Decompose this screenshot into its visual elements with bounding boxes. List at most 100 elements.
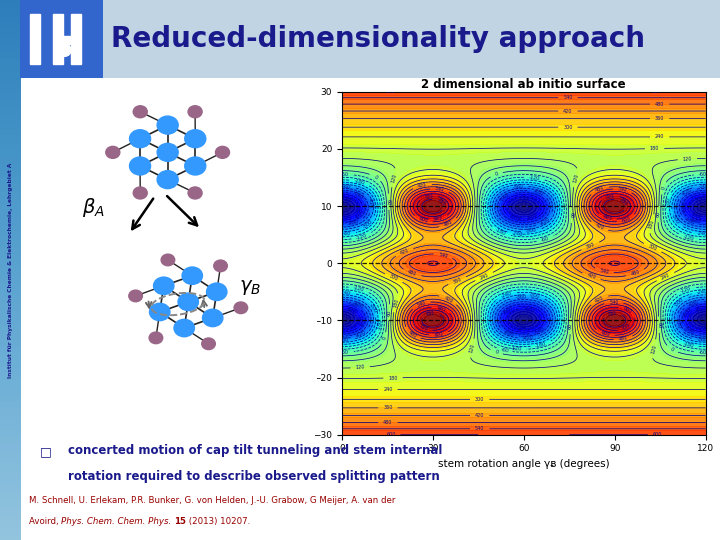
Text: -600: -600 [355,207,366,219]
Text: 540: 540 [438,252,449,259]
Text: 480: 480 [407,269,418,277]
Text: -120: -120 [683,234,695,241]
Text: -180: -180 [354,178,366,186]
Text: 420: 420 [594,295,605,303]
Text: -120: -120 [356,233,368,241]
Text: -360: -360 [338,338,349,343]
Text: 540: 540 [609,300,618,305]
Text: -660: -660 [524,306,536,313]
Text: 420: 420 [586,273,597,281]
Text: 780: 780 [608,310,617,316]
Circle shape [129,290,143,302]
Circle shape [214,260,228,272]
Circle shape [202,338,215,349]
Text: -420: -420 [681,187,693,197]
Text: -720: -720 [695,196,706,204]
Text: -660: -660 [341,214,352,221]
Text: 420: 420 [399,248,410,256]
Text: -600: -600 [503,305,515,315]
Circle shape [202,309,223,327]
Text: -240: -240 [696,289,708,295]
Text: -240: -240 [512,231,523,237]
Text: 300: 300 [388,274,399,282]
Text: 0: 0 [670,347,675,353]
Text: 540: 540 [475,426,485,431]
Text: 600: 600 [600,330,611,338]
Text: -720: -720 [341,322,353,330]
Text: 780: 780 [425,310,435,317]
Text: 240: 240 [479,272,490,281]
Text: -60: -60 [341,349,349,355]
Bar [71,14,81,64]
Text: 420: 420 [443,295,454,303]
Text: 600: 600 [621,215,631,224]
Text: -660: -660 [526,212,539,221]
Text: 720: 720 [605,193,615,200]
Bar [53,14,63,64]
Bar [30,14,40,64]
Circle shape [178,293,199,310]
Text: -660: -660 [696,306,707,313]
Circle shape [106,146,120,158]
Text: 360: 360 [585,242,595,250]
Text: -60: -60 [698,349,707,355]
Text: $\beta_A$: $\beta_A$ [81,196,104,219]
Text: 420: 420 [594,223,605,232]
Text: 240: 240 [655,134,665,139]
Text: 60: 60 [657,321,662,328]
Text: -120: -120 [680,286,692,294]
Text: 720: 720 [418,324,428,333]
Text: 600: 600 [653,432,662,437]
Circle shape [182,267,202,285]
Text: 120: 120 [390,173,397,183]
Text: -540: -540 [534,326,546,336]
Text: 240: 240 [383,387,392,392]
Text: -720: -720 [339,196,351,204]
Text: 60: 60 [386,199,391,205]
Text: -360: -360 [516,294,526,300]
Text: -600: -600 [508,215,521,223]
Text: -120: -120 [353,285,365,293]
Text: 60: 60 [656,211,661,218]
Text: -660: -660 [346,306,358,315]
Text: 600: 600 [652,89,662,94]
Text: -480: -480 [352,300,364,310]
Text: 660: 660 [622,306,633,315]
Text: concerted motion of cap tilt tunneling and stem internal: concerted motion of cap tilt tunneling a… [68,444,443,457]
Text: 480: 480 [594,185,605,193]
Text: -420: -420 [366,197,374,209]
Text: -240: -240 [696,231,708,237]
Text: -480: -480 [683,217,696,226]
Text: -180: -180 [682,341,694,348]
Circle shape [157,171,178,188]
Text: -360: -360 [512,184,523,190]
Text: 600: 600 [385,89,395,94]
Circle shape [58,44,71,56]
Text: 480: 480 [443,219,454,228]
Text: -480: -480 [688,299,700,307]
Text: $\gamma_B$: $\gamma_B$ [239,278,261,298]
Text: 540: 540 [618,186,628,193]
Text: 300: 300 [563,125,572,130]
Text: 720: 720 [423,193,433,200]
Text: M. Schnell, U. Erlekam, P.R. Bunker, G. von Helden, J.-U. Grabow, G Meijer, A. v: M. Schnell, U. Erlekam, P.R. Bunker, G. … [29,496,395,505]
Text: 300: 300 [647,244,658,252]
Text: Reduced-dimensionality approach: Reduced-dimensionality approach [111,25,644,53]
Text: -540: -540 [683,326,696,335]
Text: -420: -420 [354,329,366,339]
Title: 2 dimensional ab initio surface: 2 dimensional ab initio surface [421,78,626,91]
Text: 600: 600 [434,332,444,338]
Text: -360: -360 [698,184,710,189]
Text: -180: -180 [377,318,383,330]
Circle shape [161,254,175,266]
Text: 180: 180 [648,219,655,229]
Text: 660: 660 [602,214,613,222]
Text: 15: 15 [174,517,186,526]
Text: Phys. Chem. Chem. Phys.: Phys. Chem. Chem. Phys. [61,517,171,526]
Text: 420: 420 [417,182,427,189]
Circle shape [185,130,206,148]
Circle shape [133,106,148,118]
Text: 60: 60 [568,323,573,329]
Text: -180: -180 [535,341,547,348]
Text: 0: 0 [660,186,666,190]
